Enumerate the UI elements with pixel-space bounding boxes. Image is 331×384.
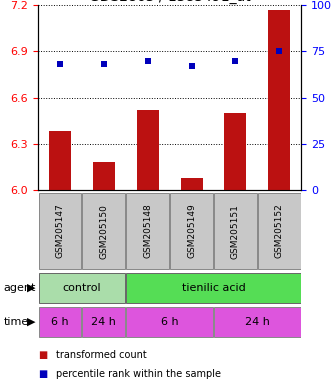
- Bar: [93, 162, 115, 190]
- Text: percentile rank within the sample: percentile rank within the sample: [56, 369, 221, 379]
- Text: time: time: [3, 317, 28, 327]
- Text: GSM205147: GSM205147: [56, 204, 65, 258]
- Text: ■: ■: [38, 369, 47, 379]
- Text: GSM205151: GSM205151: [231, 204, 240, 258]
- Text: GSM205152: GSM205152: [275, 204, 284, 258]
- Bar: [258, 193, 301, 269]
- Bar: [38, 273, 125, 303]
- Text: 24 h: 24 h: [91, 317, 116, 327]
- Text: agent: agent: [3, 283, 36, 293]
- Bar: [126, 193, 169, 269]
- Bar: [126, 273, 301, 303]
- Bar: [268, 10, 290, 190]
- Bar: [137, 110, 159, 190]
- Text: transformed count: transformed count: [56, 350, 147, 360]
- Text: 24 h: 24 h: [245, 317, 270, 327]
- Bar: [214, 193, 257, 269]
- Text: GSM205148: GSM205148: [143, 204, 152, 258]
- Bar: [82, 307, 125, 338]
- Bar: [214, 307, 301, 338]
- Text: GSM205150: GSM205150: [99, 204, 108, 258]
- Text: 6 h: 6 h: [51, 317, 69, 327]
- Text: 6 h: 6 h: [161, 317, 178, 327]
- Bar: [170, 193, 213, 269]
- Bar: [38, 307, 81, 338]
- Text: ▶: ▶: [27, 317, 36, 327]
- Text: tienilic acid: tienilic acid: [182, 283, 245, 293]
- Bar: [126, 307, 213, 338]
- Text: control: control: [63, 283, 101, 293]
- Text: ■: ■: [38, 350, 47, 360]
- Text: GSM205149: GSM205149: [187, 204, 196, 258]
- Bar: [181, 178, 203, 190]
- Bar: [82, 193, 125, 269]
- Bar: [224, 113, 246, 190]
- Title: GDS2863 / 1383491_at: GDS2863 / 1383491_at: [89, 0, 251, 4]
- Text: ▶: ▶: [27, 283, 36, 293]
- Bar: [49, 131, 71, 190]
- Bar: [38, 193, 81, 269]
